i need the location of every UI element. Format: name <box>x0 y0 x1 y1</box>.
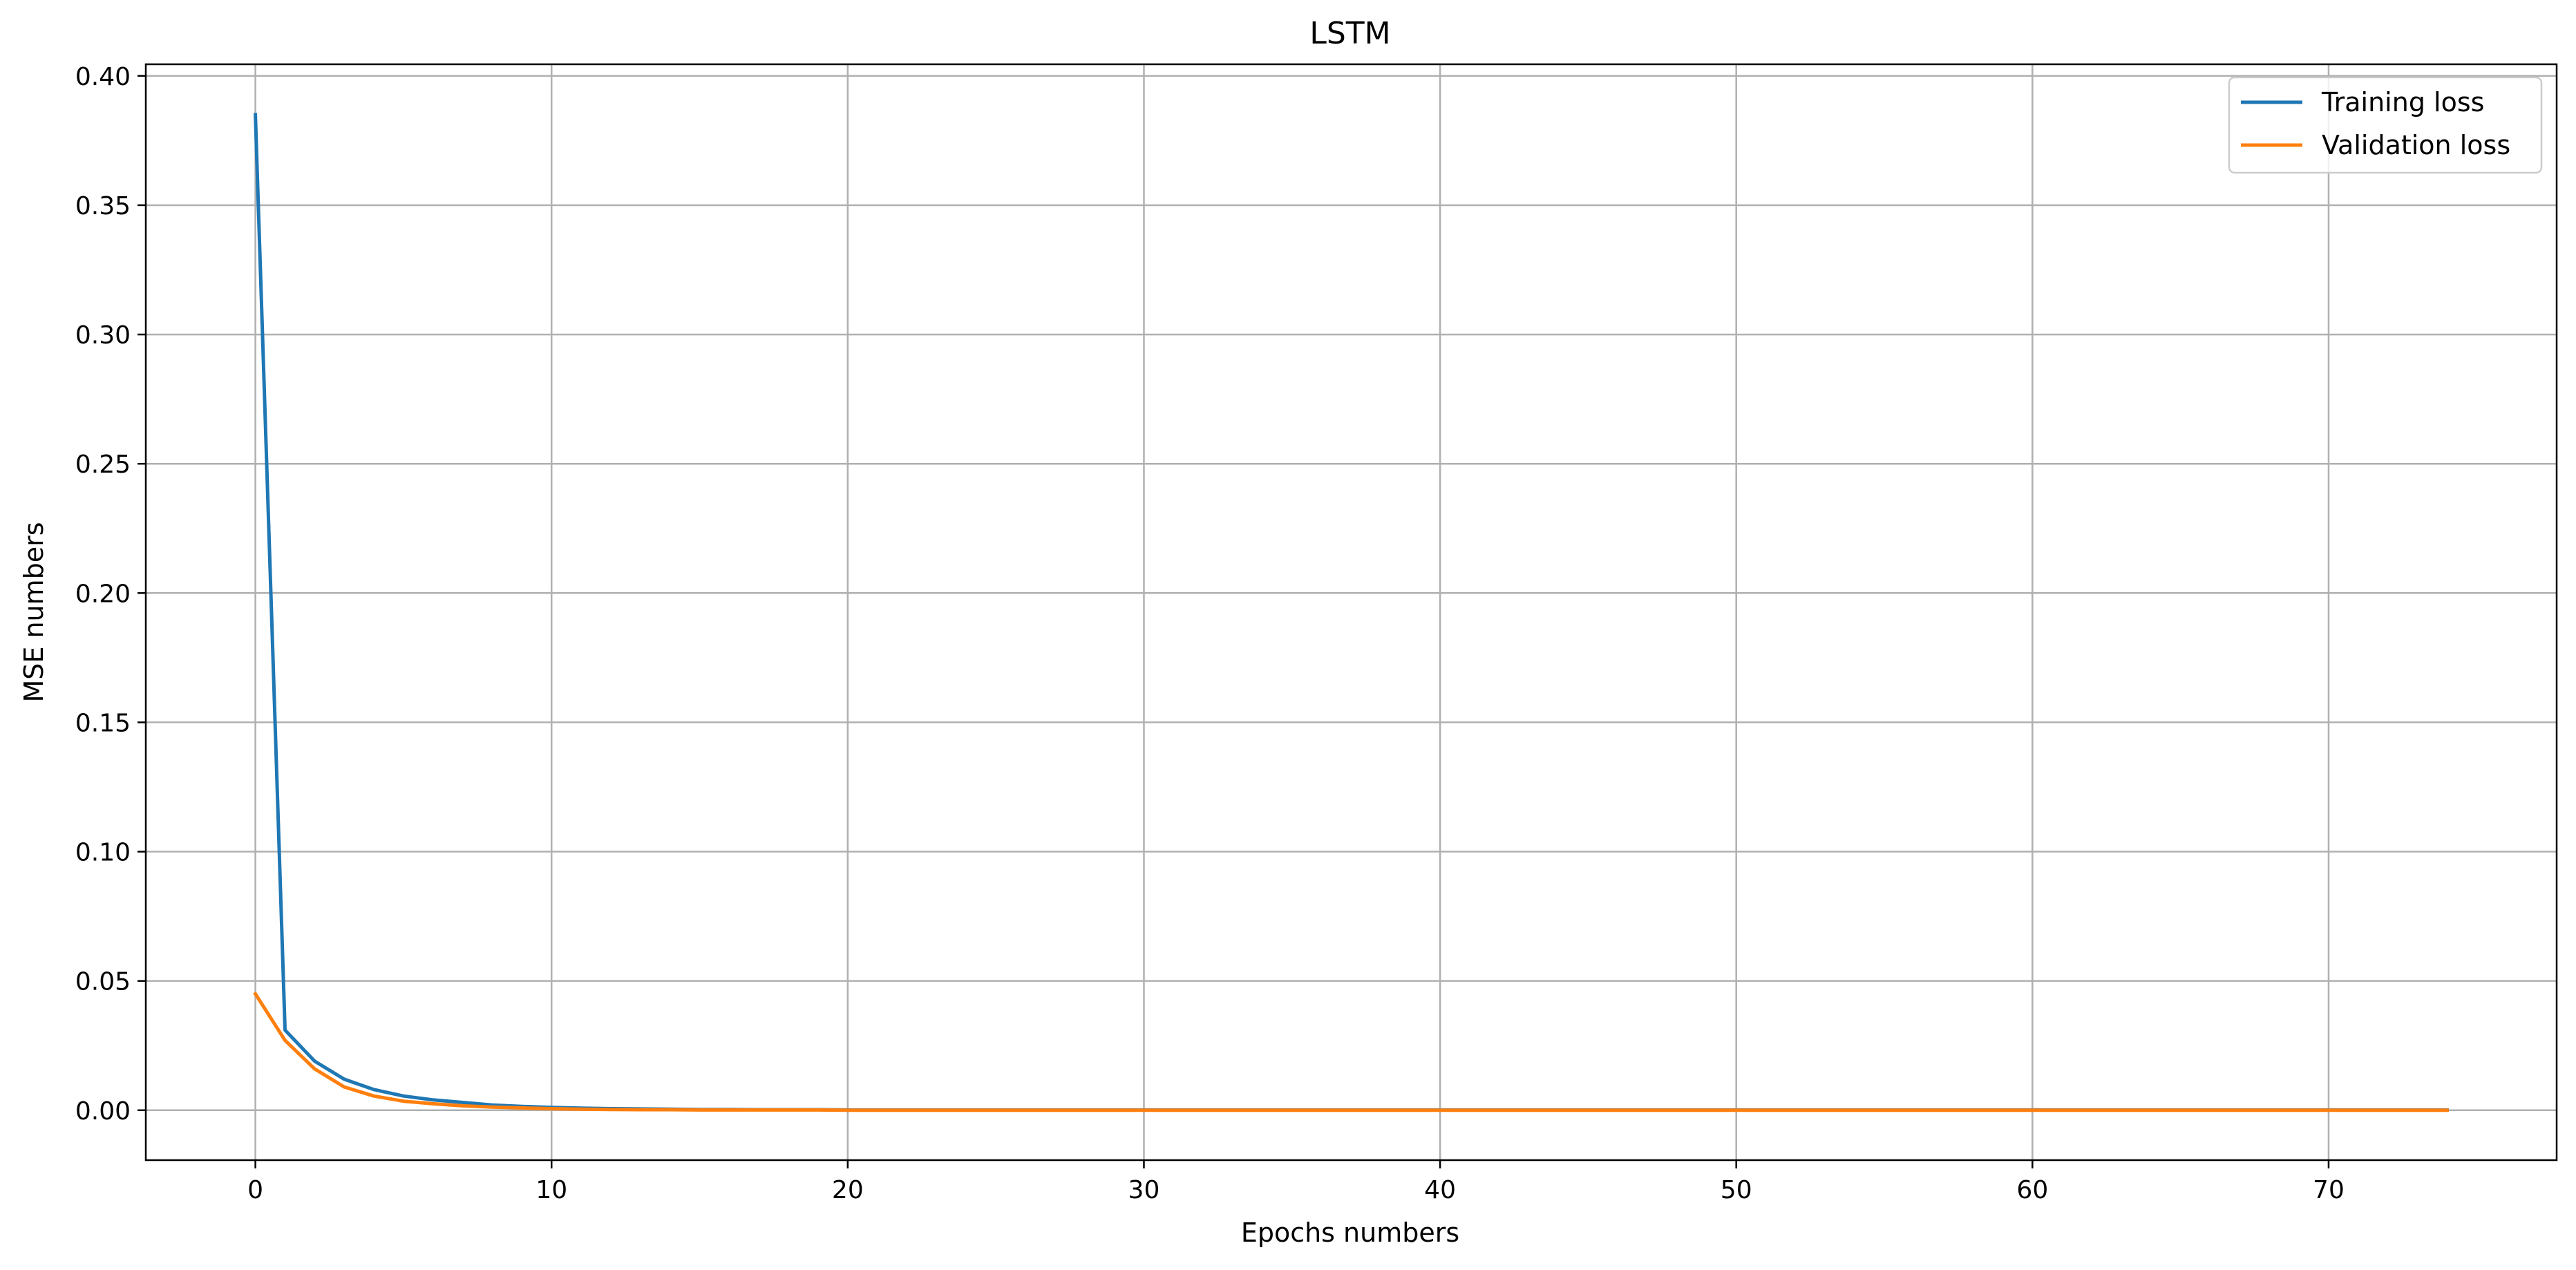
series-lines <box>253 113 2449 1112</box>
chart-title: LSTM <box>1309 16 1390 51</box>
x-tick-label: 70 <box>2313 1176 2345 1204</box>
y-tick-label: 0.20 <box>75 580 131 608</box>
x-tick-label: 40 <box>1424 1176 1456 1204</box>
x-tick-label: 0 <box>247 1176 263 1204</box>
series-line-validation-loss <box>253 991 2449 1112</box>
legend-box <box>2228 76 2543 174</box>
x-tick-label: 30 <box>1128 1176 1160 1204</box>
y-tick-label: 0.40 <box>75 63 131 91</box>
x-axis-ticks: 0 10 20 30 40 50 60 70 <box>247 1160 2345 1204</box>
y-tick-label: 0.00 <box>75 1097 131 1126</box>
y-axis-ticks: 0.00 0.05 0.10 0.15 0.20 0.25 0.30 0.35 0.40 <box>75 63 146 1126</box>
grid-lines <box>146 64 2557 1160</box>
y-tick-label: 0.25 <box>75 451 131 479</box>
x-tick-label: 10 <box>536 1176 567 1204</box>
y-tick-label: 0.10 <box>75 839 131 867</box>
x-axis-label: Epochs numbers <box>1241 1217 1459 1248</box>
legend: Training loss Validation loss <box>2228 76 2543 174</box>
y-tick-label: 0.05 <box>75 968 131 996</box>
x-tick-label: 20 <box>832 1176 864 1204</box>
legend-label-validation: Validation loss <box>2322 130 2510 160</box>
y-tick-label: 0.35 <box>75 192 131 220</box>
y-tick-label: 0.15 <box>75 709 131 737</box>
x-tick-label: 60 <box>2016 1176 2048 1204</box>
y-tick-label: 0.30 <box>75 321 131 350</box>
x-tick-label: 50 <box>1721 1176 1752 1204</box>
legend-label-training: Training loss <box>2321 87 2484 117</box>
y-axis-label: MSE numbers <box>19 522 49 702</box>
plot-frame <box>144 63 2558 1162</box>
